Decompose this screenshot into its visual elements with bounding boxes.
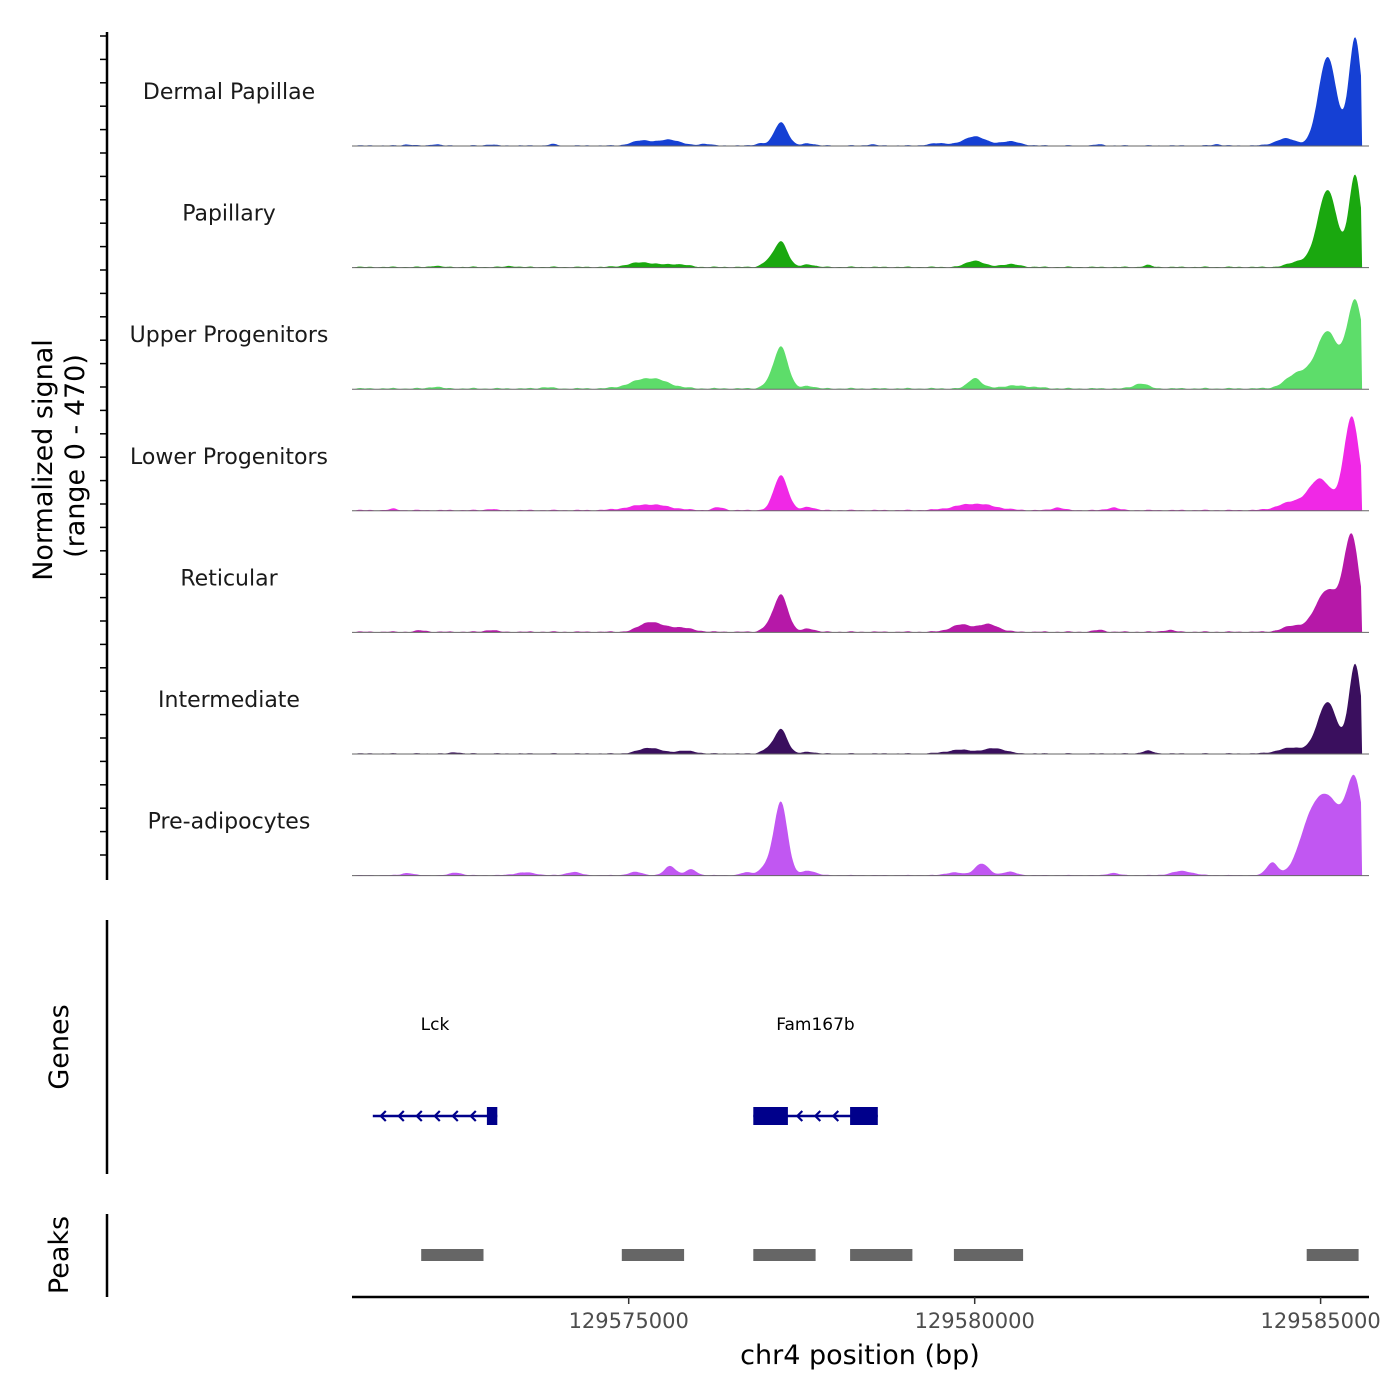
peak-region <box>1306 1249 1359 1261</box>
strand-arrow <box>379 1110 387 1122</box>
x-axis: 129575000 129580000 129585000 chr4 positio… <box>352 1295 1381 1371</box>
coverage-area <box>352 299 1363 390</box>
track-upper-progenitors: Upper Progenitors <box>130 299 1369 390</box>
x-axis-ticks: 129575000 129580000 129585000 <box>569 1297 1381 1333</box>
signal-axis: Normalized signal (range 0 - 470) <box>28 32 109 880</box>
strand-arrow <box>415 1110 423 1122</box>
signal-axis-title: Normalized signal <box>28 339 59 581</box>
strand-arrow <box>469 1110 477 1122</box>
coverage-area <box>352 533 1363 633</box>
track-label: Pre-adipocytes <box>148 810 311 835</box>
genes-axis-title: Genes <box>44 1004 75 1089</box>
track-papillary: Papillary <box>182 174 1369 269</box>
gene-models: Lck Fam167b <box>372 1015 878 1125</box>
track-label: Lower Progenitors <box>130 445 328 470</box>
track-label: Intermediate <box>158 688 300 713</box>
track-label: Upper Progenitors <box>130 323 329 348</box>
peak-region <box>953 1249 1024 1261</box>
coverage-area <box>352 774 1363 876</box>
track-pre-adipocytes: Pre-adipocytes <box>148 774 1369 877</box>
track-label: Reticular <box>180 566 278 591</box>
signal-axis-ticks <box>100 35 107 856</box>
peak-region <box>421 1249 484 1261</box>
gene-label: Fam167b <box>776 1015 854 1035</box>
coverage-area <box>352 663 1363 754</box>
strand-arrow <box>433 1110 441 1122</box>
peaks-axis-title: Peaks <box>44 1216 75 1294</box>
x-tick-label: 129585000 <box>1260 1309 1380 1333</box>
peak-region <box>621 1249 685 1261</box>
x-tick-label: 129575000 <box>569 1309 689 1333</box>
gene-label: Lck <box>421 1015 450 1035</box>
track-dermal-papillae: Dermal Papillae <box>143 37 1369 147</box>
track-label: Dermal Papillae <box>143 80 315 105</box>
track-lower-progenitors: Lower Progenitors <box>130 416 1369 512</box>
gene-lck: Lck <box>372 1015 498 1125</box>
gene-exon <box>753 1107 788 1125</box>
peak-regions <box>421 1249 1359 1261</box>
track-intermediate: Intermediate <box>158 663 1369 755</box>
signal-axis-range: (range 0 - 470) <box>60 354 91 558</box>
strand-arrow <box>795 1110 804 1122</box>
gene-exon <box>850 1107 878 1125</box>
coverage-tracks: Dermal Papillae Papillary Upper Progenitor… <box>130 37 1369 877</box>
strand-arrow <box>831 1110 840 1122</box>
coverage-area <box>352 37 1363 147</box>
peak-region <box>850 1249 913 1261</box>
track-label: Papillary <box>182 202 276 227</box>
gene-fam167b: Fam167b <box>753 1015 878 1125</box>
peaks-panel: Peaks <box>44 1214 1359 1297</box>
strand-arrow <box>397 1110 405 1122</box>
coverage-area <box>352 416 1363 511</box>
coverage-area <box>352 174 1363 268</box>
strand-arrow <box>451 1110 459 1122</box>
track-reticular: Reticular <box>180 533 1369 633</box>
x-tick-label: 129580000 <box>915 1309 1035 1333</box>
gene-exon <box>486 1107 498 1125</box>
strand-arrow <box>813 1110 822 1122</box>
x-axis-title: chr4 position (bp) <box>740 1340 980 1371</box>
genes-panel: Genes Lck Fam167b <box>44 920 878 1174</box>
peak-region <box>753 1249 816 1261</box>
